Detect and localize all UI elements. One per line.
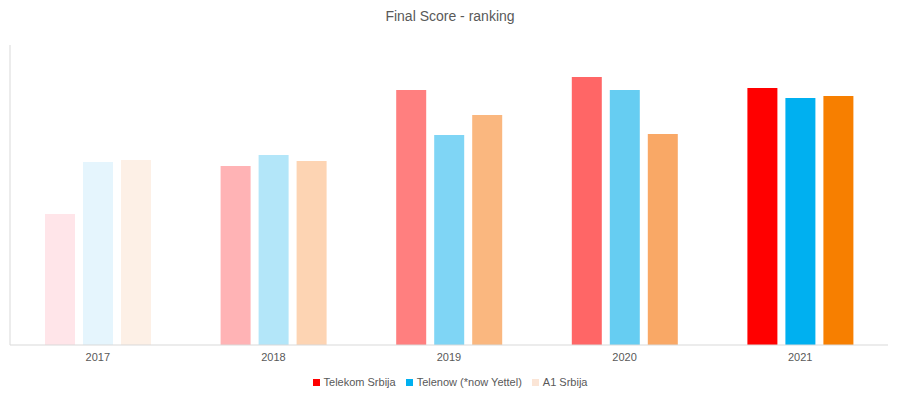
svg-text:2018: 2018 xyxy=(261,351,285,363)
svg-text:2020: 2020 xyxy=(612,351,636,363)
html-text:Telekom Srbija: Telekom Srbija xyxy=(323,376,396,388)
html-text:Final Score - ranking: Final Score - ranking xyxy=(385,8,515,24)
svg-text:2021: 2021 xyxy=(788,351,812,363)
svg-text:2017: 2017 xyxy=(86,351,110,363)
html-text:Telenow (*now Yettel): Telenow (*now Yettel) xyxy=(416,376,522,388)
svg-text:2019: 2019 xyxy=(437,351,461,363)
html-text:A1 Srbija: A1 Srbija xyxy=(542,376,588,388)
